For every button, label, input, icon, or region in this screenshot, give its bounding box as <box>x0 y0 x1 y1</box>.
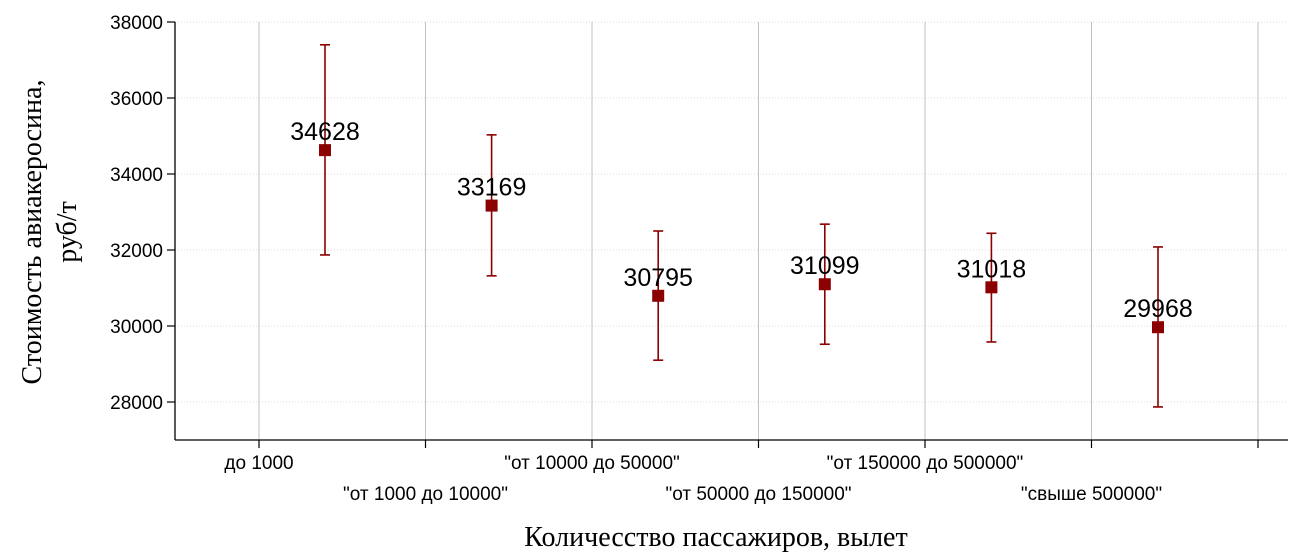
x-axis-title: Количесство пассажиров, вылет <box>524 522 907 553</box>
data-label: 30795 <box>623 264 693 292</box>
data-point-marker <box>1152 321 1164 334</box>
data-point-marker <box>319 144 331 157</box>
data-point-marker <box>818 278 831 291</box>
x-category-label: "от 1000 до 10000" <box>343 484 508 505</box>
y-tick-label: 32000 <box>110 241 163 262</box>
y-tick-label: 36000 <box>110 89 163 110</box>
data-label: 31099 <box>790 252 860 280</box>
y-axis-title-line-1: Стоимость авиакеросина, <box>17 80 48 385</box>
data-point-marker <box>485 199 498 212</box>
data-point-marker <box>652 289 665 302</box>
y-axis-ticks: 28000 30000 32000 34000 36000 38000 <box>110 13 175 414</box>
data-label: 31018 <box>957 255 1027 283</box>
data-label: 34628 <box>290 118 360 146</box>
data-marks: 34628 33169 30795 31099 31018 29968 <box>290 43 1193 408</box>
x-category-label: до 1000 <box>224 453 293 474</box>
y-axis-title-line-2: руб/т <box>52 201 83 263</box>
axis-titles: Количесство пассажиров, вылет Стоимость … <box>17 80 908 553</box>
chart-axes <box>174 22 1288 441</box>
x-category-label: "от 10000 до 50000" <box>504 453 680 474</box>
data-label: 29968 <box>1123 295 1193 323</box>
x-axis-ticks: до 1000 "от 1000 до 10000" "от 10000 до 50… <box>224 440 1259 505</box>
y-tick-label: 38000 <box>110 13 163 34</box>
y-tick-label: 30000 <box>110 317 163 338</box>
y-tick-label: 34000 <box>110 165 163 186</box>
data-point-marker <box>985 281 998 294</box>
chart-grid <box>175 21 1288 440</box>
y-tick-label: 28000 <box>110 393 163 414</box>
data-label: 33169 <box>457 174 527 202</box>
x-category-label: "от 150000 до 500000" <box>827 453 1024 474</box>
x-category-label: "свыше 500000" <box>1021 484 1162 505</box>
x-category-label: "от 50000 до 150000" <box>665 484 851 505</box>
